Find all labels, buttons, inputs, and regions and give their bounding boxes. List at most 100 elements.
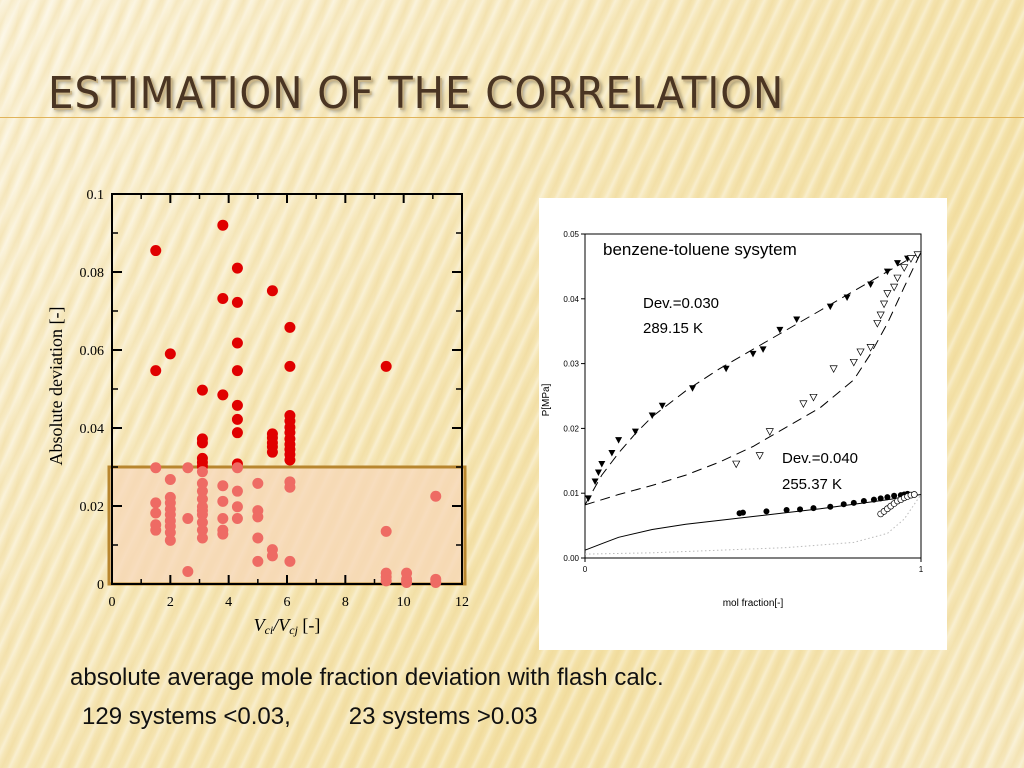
open-triangle-marker — [755, 452, 764, 460]
data-point — [217, 480, 229, 492]
filled-circle-marker — [884, 494, 891, 501]
data-point — [284, 555, 296, 567]
x-axis-label: mol fraction[-] — [723, 598, 784, 609]
filled-circle-marker — [810, 505, 817, 512]
model-curve — [584, 494, 922, 551]
data-point — [430, 490, 442, 502]
data-point — [196, 485, 208, 497]
open-circle-marker — [910, 491, 918, 498]
data-point — [217, 495, 229, 507]
data-point — [231, 462, 243, 474]
data-point — [266, 446, 278, 458]
open-triangle-marker — [765, 428, 774, 436]
filled-triangle-marker — [883, 268, 891, 276]
data-point — [231, 427, 243, 439]
filled-circle-marker — [877, 495, 884, 502]
data-point — [252, 555, 264, 567]
data-point — [380, 360, 392, 372]
y-tick-label: 0 — [97, 578, 104, 593]
open-triangle-marker — [829, 365, 838, 374]
data-point — [182, 512, 194, 524]
data-point — [252, 511, 264, 523]
title-divider — [0, 117, 1024, 118]
data-point — [231, 413, 243, 425]
data-point — [196, 384, 208, 396]
filled-triangle-marker — [722, 365, 730, 373]
filled-triangle-marker — [598, 461, 606, 468]
data-point — [164, 527, 176, 539]
open-triangle-marker — [893, 274, 902, 283]
deviation-scatter-chart: 0 2 4 6 8 10 12 0 0.02 0.04 0.06 0.08 0.1 Absolute d… — [46, 188, 469, 637]
y-tick-label: 0.00 — [563, 554, 579, 563]
filled-triangle-marker — [594, 469, 602, 476]
filled-circle-marker — [840, 501, 847, 508]
data-point — [196, 532, 208, 544]
data-point — [252, 532, 264, 544]
data-point — [196, 477, 208, 489]
data-point — [164, 473, 176, 485]
filled-circle-marker — [739, 509, 746, 516]
data-point — [231, 501, 243, 513]
filled-triangle-marker — [893, 260, 901, 267]
data-point — [196, 505, 208, 517]
data-point — [196, 493, 208, 505]
filled-triangle-marker — [759, 346, 767, 353]
data-point — [284, 481, 296, 493]
x-tick-label: 8 — [342, 595, 349, 610]
y-tick-label: 0.03 — [563, 360, 579, 369]
data-point — [266, 550, 278, 562]
phase-diagram-panel: 0.00 0.01 0.02 0.03 0.04 0.05 0 1 P[MPa] mol fr… — [539, 198, 947, 650]
experimental-points — [584, 251, 922, 518]
filled-triangle-marker — [631, 428, 639, 436]
data-point — [217, 528, 229, 540]
filled-triangle-marker — [776, 326, 784, 334]
caption-systems-above: 23 systems >0.03 — [348, 703, 538, 730]
data-point — [150, 365, 162, 377]
data-point — [150, 507, 162, 519]
open-triangle-marker — [883, 290, 892, 298]
y-tick-label: 0.02 — [563, 424, 579, 433]
data-point — [266, 285, 278, 297]
filled-triangle-marker — [591, 478, 599, 486]
caption-line-1: absolute average mole fraction deviation… — [70, 664, 664, 691]
filled-circle-marker — [850, 499, 857, 506]
data-point — [164, 348, 176, 360]
deviation-label-2: Dev.=0.040 — [782, 450, 859, 467]
open-triangle-marker — [879, 300, 889, 309]
data-point — [196, 437, 208, 449]
x-tick-label: 2 — [167, 595, 174, 610]
data-points — [150, 219, 442, 588]
data-point — [196, 524, 208, 536]
open-triangle-marker — [866, 344, 875, 352]
filled-circle-marker — [860, 497, 867, 504]
data-point — [150, 462, 162, 474]
y-axis-label: P[MPa] — [541, 383, 552, 416]
data-point — [150, 497, 162, 509]
data-point — [284, 321, 296, 333]
filled-triangle-marker — [615, 437, 623, 444]
caption-line-2: 129 systems <0.03, 23 systems >0.03 — [82, 703, 538, 731]
y-tick-label: 0.08 — [80, 266, 105, 281]
x-tick-label: 1 — [919, 565, 924, 574]
plot-border — [584, 233, 922, 559]
data-point — [217, 512, 229, 524]
data-point — [252, 477, 264, 489]
y-tick-label: 0.1 — [87, 188, 105, 203]
x-tick-label: 0 — [109, 595, 116, 610]
temperature-label-1: 289.15 K — [643, 320, 704, 337]
filled-triangle-marker — [689, 385, 697, 392]
deviation-label-1: Dev.=0.030 — [643, 295, 720, 312]
open-triangle-marker — [913, 251, 922, 259]
model-curve — [584, 251, 922, 506]
filled-triangle-marker — [608, 450, 616, 457]
filled-triangle-marker — [867, 281, 875, 289]
data-point — [196, 466, 208, 478]
open-triangle-marker — [873, 320, 882, 328]
open-triangle-marker — [809, 393, 818, 402]
data-point — [217, 219, 229, 231]
filled-circle-marker — [891, 492, 898, 499]
model-curves — [584, 251, 922, 555]
data-point — [380, 575, 392, 587]
data-point — [284, 360, 296, 372]
caption-systems-below: 129 systems <0.03, — [82, 703, 291, 730]
